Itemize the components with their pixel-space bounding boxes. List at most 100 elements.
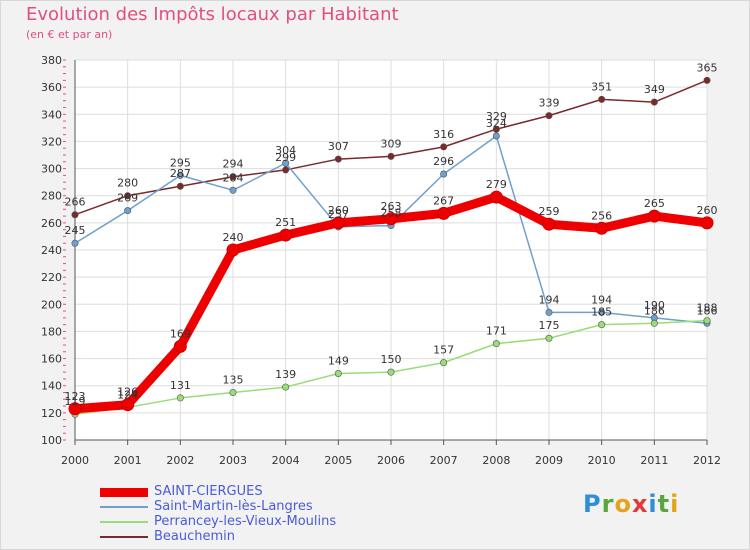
data-label: 258 <box>381 207 402 220</box>
logo-letter: t <box>657 490 671 518</box>
x-tick-label: 2011 <box>640 454 668 467</box>
x-tick-label: 2001 <box>114 454 142 467</box>
data-label: 259 <box>539 205 560 218</box>
data-point <box>492 132 500 140</box>
data-point <box>71 211 79 219</box>
data-point <box>282 383 290 391</box>
logo-letter: o <box>614 490 632 518</box>
data-point <box>595 221 609 235</box>
data-label: 267 <box>433 194 454 207</box>
data-point <box>176 171 184 179</box>
legend-swatch <box>100 506 148 508</box>
data-label: 186 <box>644 304 665 317</box>
data-label: 365 <box>697 61 718 74</box>
y-tick-label: 320 <box>41 135 62 148</box>
data-point <box>545 334 553 342</box>
y-tick-label: 220 <box>41 271 62 284</box>
logo-letter: x <box>631 490 649 518</box>
data-point <box>489 190 503 204</box>
proxiti-logo: Proxiti <box>583 490 679 518</box>
data-label: 149 <box>328 355 349 368</box>
data-point <box>387 152 395 160</box>
data-point <box>647 209 661 223</box>
legend-label: SAINT-CIERGUES <box>154 484 263 499</box>
data-label: 194 <box>539 293 560 306</box>
data-label: 307 <box>328 140 349 153</box>
data-point <box>173 339 187 353</box>
data-point <box>598 308 606 316</box>
data-label: 251 <box>275 216 296 229</box>
data-point <box>492 340 500 348</box>
data-point <box>492 125 500 133</box>
data-point <box>387 368 395 376</box>
data-label: 309 <box>381 137 402 150</box>
x-tick-label: 2010 <box>588 454 616 467</box>
data-point <box>700 216 714 230</box>
data-label: 169 <box>170 327 191 340</box>
data-label: 150 <box>381 353 402 366</box>
data-label: 185 <box>591 306 612 319</box>
data-label: 260 <box>697 204 718 217</box>
data-label: 256 <box>591 209 612 222</box>
data-label: 171 <box>486 325 507 338</box>
data-label: 190 <box>644 299 665 312</box>
data-point <box>71 239 79 247</box>
data-label: 287 <box>170 167 191 180</box>
data-label: 139 <box>275 368 296 381</box>
data-label: 194 <box>591 293 612 306</box>
data-label: 339 <box>539 97 560 110</box>
x-tick-label: 2004 <box>272 454 300 467</box>
data-point <box>334 155 342 163</box>
data-label: 186 <box>697 304 718 317</box>
x-tick-label: 2005 <box>324 454 352 467</box>
data-point <box>437 206 451 220</box>
data-point <box>124 207 132 215</box>
data-point <box>124 192 132 200</box>
y-tick-label: 280 <box>41 190 62 203</box>
legend-swatch <box>100 536 148 538</box>
data-point <box>703 317 711 325</box>
data-point <box>331 216 345 230</box>
data-label: 316 <box>433 128 454 141</box>
legend-swatch <box>100 521 148 523</box>
x-tick-label: 2007 <box>430 454 458 467</box>
data-label: 245 <box>65 224 86 237</box>
data-point <box>703 76 711 84</box>
data-point <box>229 388 237 396</box>
chart-subtitle: (en € et par an) <box>26 28 113 41</box>
logo-letter: i <box>670 490 680 518</box>
data-label: 304 <box>275 144 296 157</box>
y-tick-label: 160 <box>41 353 62 366</box>
legend-swatch <box>100 487 148 497</box>
y-tick-label: 140 <box>41 380 62 393</box>
data-point <box>176 394 184 402</box>
data-label: 157 <box>433 344 454 357</box>
data-label: 349 <box>644 83 665 96</box>
data-point <box>279 228 293 242</box>
data-point <box>68 402 82 416</box>
data-point <box>440 170 448 178</box>
data-point <box>384 212 398 226</box>
x-tick-label: 2006 <box>377 454 405 467</box>
data-label: 263 <box>381 200 402 213</box>
data-label: 131 <box>170 379 191 392</box>
data-label: 296 <box>433 155 454 168</box>
data-label: 266 <box>65 196 86 209</box>
data-point <box>545 112 553 120</box>
data-label: 257 <box>328 208 349 221</box>
data-label: 135 <box>223 374 244 387</box>
legend-label: Beauchemin <box>154 529 236 544</box>
data-point <box>440 143 448 151</box>
data-label: 299 <box>275 151 296 164</box>
data-label: 175 <box>539 319 560 332</box>
data-point <box>650 98 658 106</box>
chart-title: Evolution des Impôts locaux par Habitant <box>26 4 399 25</box>
logo-letter: r <box>601 490 615 518</box>
logo-letter: i <box>648 490 658 518</box>
data-label: 260 <box>328 204 349 217</box>
y-tick-label: 260 <box>41 217 62 230</box>
data-label: 240 <box>223 231 244 244</box>
data-point <box>176 182 184 190</box>
data-label: 126 <box>117 386 138 399</box>
data-point <box>226 243 240 257</box>
